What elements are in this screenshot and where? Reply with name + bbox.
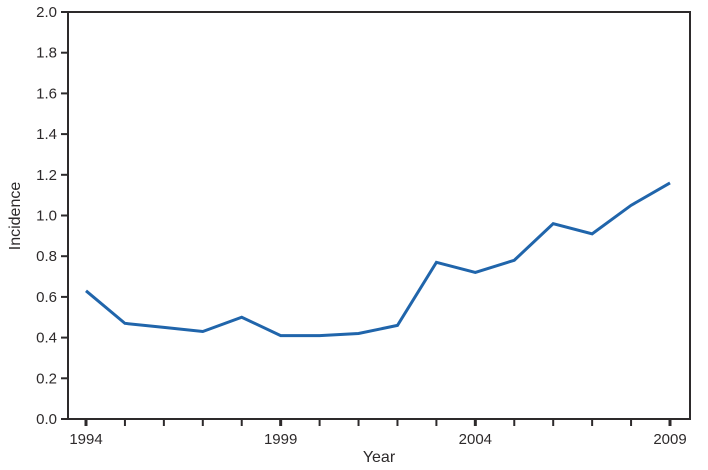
x-axis-title: Year — [363, 449, 396, 466]
x-tick-label: 2009 — [653, 431, 686, 448]
plot-border — [67, 11, 691, 420]
y-tick-label: 2.0 — [36, 4, 57, 21]
y-tick-label: 1.6 — [36, 85, 57, 102]
y-tick-label: 0.6 — [36, 289, 57, 306]
y-axis-ticks: 0.0 0.2 0.4 0.6 0.8 1.0 1.2 1.4 1.6 1.8 2.0 — [36, 4, 68, 428]
y-tick-label: 0.0 — [36, 411, 57, 428]
incidence-line-series — [85, 181, 671, 338]
x-axis-ticks: 1994 1999 2004 2009 — [69, 419, 687, 448]
x-tick-label: 2004 — [459, 431, 492, 448]
y-tick-label: 1.2 — [36, 167, 57, 184]
y-tick-label: 1.8 — [36, 45, 57, 62]
x-tick-label: 1994 — [69, 431, 102, 448]
y-tick-label: 0.2 — [36, 370, 57, 387]
y-tick-label: 0.8 — [36, 248, 57, 265]
x-tick-label: 1999 — [264, 431, 297, 448]
y-tick-label: 1.0 — [36, 208, 57, 225]
y-tick-label: 0.4 — [36, 330, 57, 347]
y-axis-title: Incidence — [7, 182, 24, 251]
y-tick-label: 1.4 — [36, 126, 57, 143]
